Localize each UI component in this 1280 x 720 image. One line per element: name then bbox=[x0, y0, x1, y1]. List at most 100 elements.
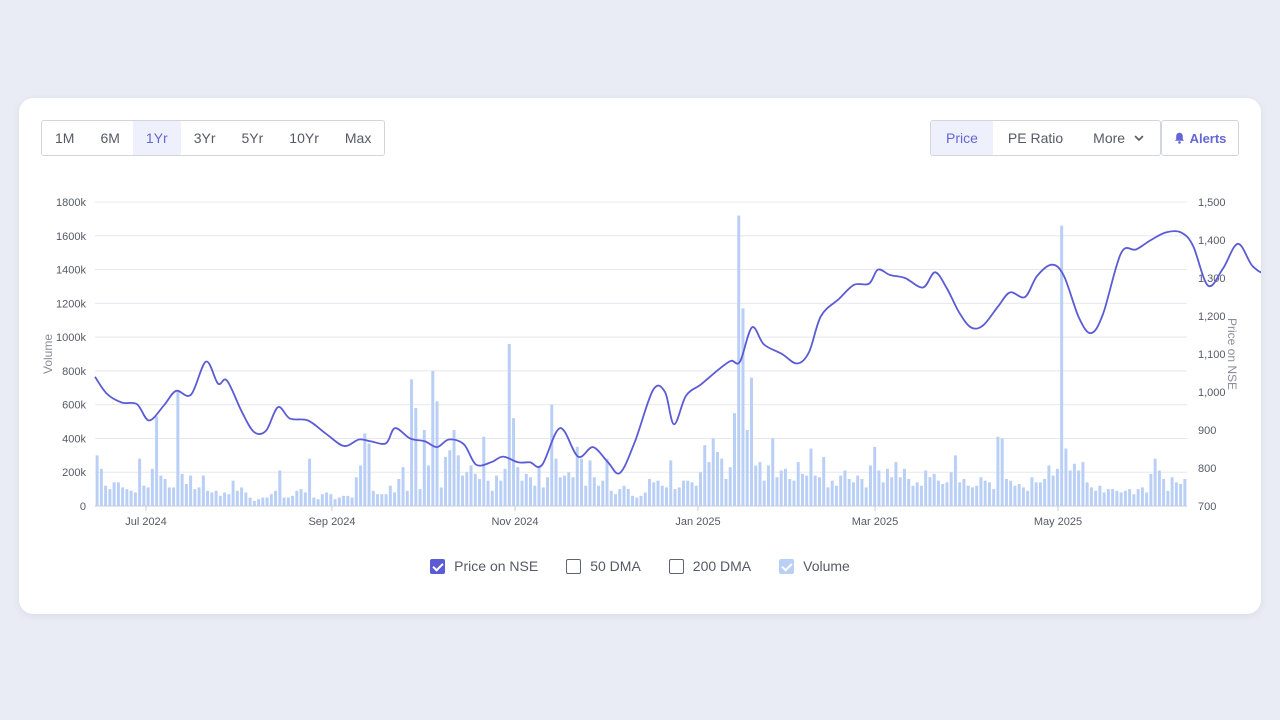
volume-bar bbox=[783, 468, 787, 506]
chart-legend: Price on NSE 50 DMA 200 DMA Volume bbox=[19, 558, 1261, 574]
x-tick-label: May 2025 bbox=[1034, 516, 1082, 528]
y-left-tick-label: 0 bbox=[80, 501, 86, 513]
volume-bar bbox=[261, 497, 265, 506]
volume-bar bbox=[711, 438, 715, 506]
volume-bar bbox=[732, 413, 736, 506]
legend-200dma-toggle[interactable]: 200 DMA bbox=[668, 558, 751, 574]
volume-bar bbox=[1145, 492, 1149, 506]
volume-bar bbox=[1128, 489, 1132, 506]
x-tick-label: Jan 2025 bbox=[675, 516, 720, 528]
volume-bar bbox=[99, 468, 103, 506]
range-6m-button[interactable]: 6M bbox=[100, 130, 120, 146]
volume-bar bbox=[605, 458, 609, 506]
volume-bar bbox=[1123, 490, 1127, 506]
volume-bar bbox=[231, 480, 235, 506]
legend-50dma-label: 50 DMA bbox=[590, 558, 641, 574]
y-right-tick-label: 1,100 bbox=[1198, 349, 1226, 361]
volume-bar bbox=[291, 495, 295, 506]
volume-bar bbox=[1140, 487, 1144, 506]
pe-ratio-view-button[interactable]: PE Ratio bbox=[993, 121, 1078, 155]
volume-bar bbox=[1047, 465, 1051, 506]
volume-bar bbox=[834, 485, 838, 506]
volume-bar bbox=[388, 485, 392, 506]
y-left-tick-label: 1800k bbox=[56, 197, 86, 209]
volume-bar bbox=[235, 490, 239, 506]
volume-bar bbox=[512, 418, 516, 506]
volume-bar bbox=[380, 494, 384, 506]
volume-bar bbox=[422, 430, 426, 506]
volume-bar bbox=[176, 391, 180, 506]
volume-bar bbox=[1157, 470, 1161, 506]
volume-bar bbox=[303, 492, 307, 506]
volume-bar bbox=[329, 494, 333, 506]
range-1yr-button[interactable]: 1Yr bbox=[132, 121, 181, 155]
alerts-button[interactable]: Alerts bbox=[1161, 120, 1239, 156]
more-dropdown-button[interactable]: More bbox=[1078, 121, 1160, 155]
volume-bar bbox=[813, 475, 817, 506]
volume-bar bbox=[877, 470, 881, 506]
volume-bar bbox=[1115, 490, 1119, 506]
range-3yr-button[interactable]: 3Yr bbox=[193, 130, 216, 146]
volume-bar bbox=[941, 484, 945, 506]
volume-bar bbox=[987, 482, 991, 506]
volume-bar bbox=[133, 492, 137, 506]
volume-bar bbox=[490, 490, 494, 506]
range-10yr-button[interactable]: 10Yr bbox=[289, 130, 319, 146]
volume-bar bbox=[597, 485, 600, 506]
volume-bar bbox=[665, 487, 668, 506]
volume-bar bbox=[325, 492, 329, 506]
volume-bar bbox=[184, 484, 188, 506]
volume-bar bbox=[754, 465, 758, 506]
legend-volume-toggle[interactable]: Volume bbox=[779, 558, 850, 574]
volume-bar bbox=[201, 475, 205, 506]
volume-checkbox[interactable] bbox=[779, 558, 795, 574]
volume-bar bbox=[206, 490, 210, 506]
y-right-tick-label: 1,400 bbox=[1198, 235, 1226, 247]
price-checkbox[interactable] bbox=[430, 558, 446, 574]
price-view-button[interactable]: Price bbox=[931, 121, 993, 155]
volume-bar bbox=[350, 497, 354, 506]
volume-bar bbox=[766, 465, 770, 506]
volume-bar bbox=[495, 475, 499, 506]
x-tick-label: Sep 2024 bbox=[308, 516, 355, 528]
volume-bar bbox=[1179, 484, 1183, 506]
volume-bar bbox=[218, 495, 222, 506]
volume-bar bbox=[337, 497, 341, 506]
y-left-tick-label: 1000k bbox=[56, 332, 86, 344]
volume-bar bbox=[1162, 478, 1166, 506]
volume-bar bbox=[520, 480, 524, 506]
volume-bar bbox=[741, 308, 745, 506]
volume-bar bbox=[384, 494, 388, 506]
volume-bar bbox=[316, 499, 320, 506]
range-5yr-button[interactable]: 5Yr bbox=[241, 130, 264, 146]
volume-bar bbox=[762, 480, 766, 506]
legend-price-toggle[interactable]: Price on NSE bbox=[430, 558, 538, 574]
range-max-button[interactable]: Max bbox=[344, 130, 372, 146]
volume-bar bbox=[150, 468, 154, 506]
volume-bar bbox=[1038, 482, 1042, 506]
volume-bar bbox=[1064, 448, 1068, 506]
volume-bar bbox=[1170, 477, 1174, 506]
volume-bar bbox=[393, 492, 397, 506]
volume-bar bbox=[367, 443, 371, 506]
volume-bar bbox=[626, 489, 630, 506]
volume-bar bbox=[257, 499, 261, 506]
legend-50dma-toggle[interactable]: 50 DMA bbox=[566, 558, 641, 574]
volume-bar bbox=[537, 467, 541, 506]
volume-bar bbox=[1098, 485, 1102, 506]
dma200-checkbox[interactable] bbox=[668, 558, 684, 574]
y-right-tick-label: 1,200 bbox=[1198, 311, 1226, 323]
volume-bar bbox=[95, 455, 99, 506]
dma50-checkbox[interactable] bbox=[566, 558, 582, 574]
volume-bar bbox=[890, 477, 894, 506]
range-1m-button[interactable]: 1M bbox=[55, 130, 75, 146]
volume-bar bbox=[656, 480, 660, 506]
volume-bar bbox=[342, 495, 346, 506]
price-chart-card: 1M 6M 1Yr 3Yr 5Yr 10Yr Max Price PE Rati… bbox=[19, 98, 1261, 614]
volume-bar bbox=[1021, 487, 1025, 506]
volume-bar bbox=[401, 467, 405, 506]
volume-bar bbox=[516, 467, 520, 506]
volume-bar bbox=[724, 478, 728, 506]
bell-icon bbox=[1174, 132, 1184, 144]
volume-bar bbox=[1174, 482, 1178, 506]
